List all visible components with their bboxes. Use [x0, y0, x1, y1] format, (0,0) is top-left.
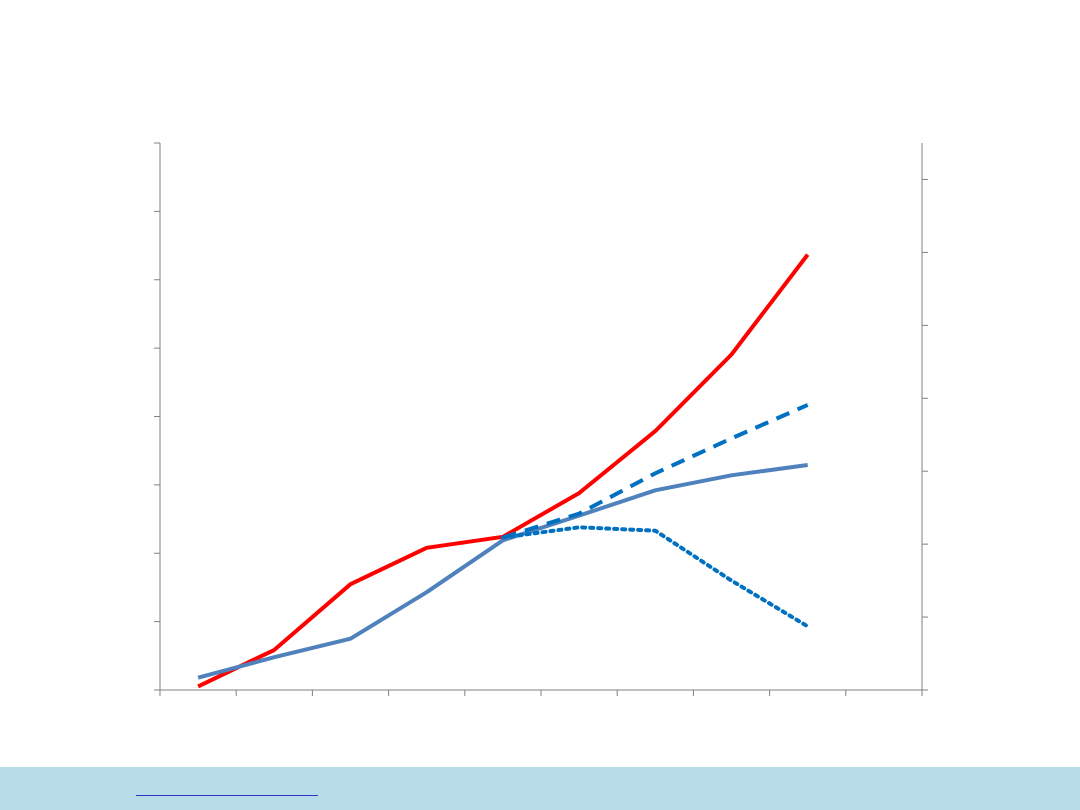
footer-bar	[0, 767, 1080, 810]
series-line-4-dotted	[500, 525, 810, 629]
series-line-3-dashed	[502, 403, 809, 540]
series-layer	[197, 253, 810, 689]
footer-link[interactable]	[136, 795, 318, 796]
line-chart	[154, 142, 928, 696]
series-line-2-solid	[197, 463, 808, 680]
series-line-1-solid	[197, 253, 810, 689]
axis-ticks	[154, 142, 928, 696]
plot-area	[154, 142, 928, 696]
